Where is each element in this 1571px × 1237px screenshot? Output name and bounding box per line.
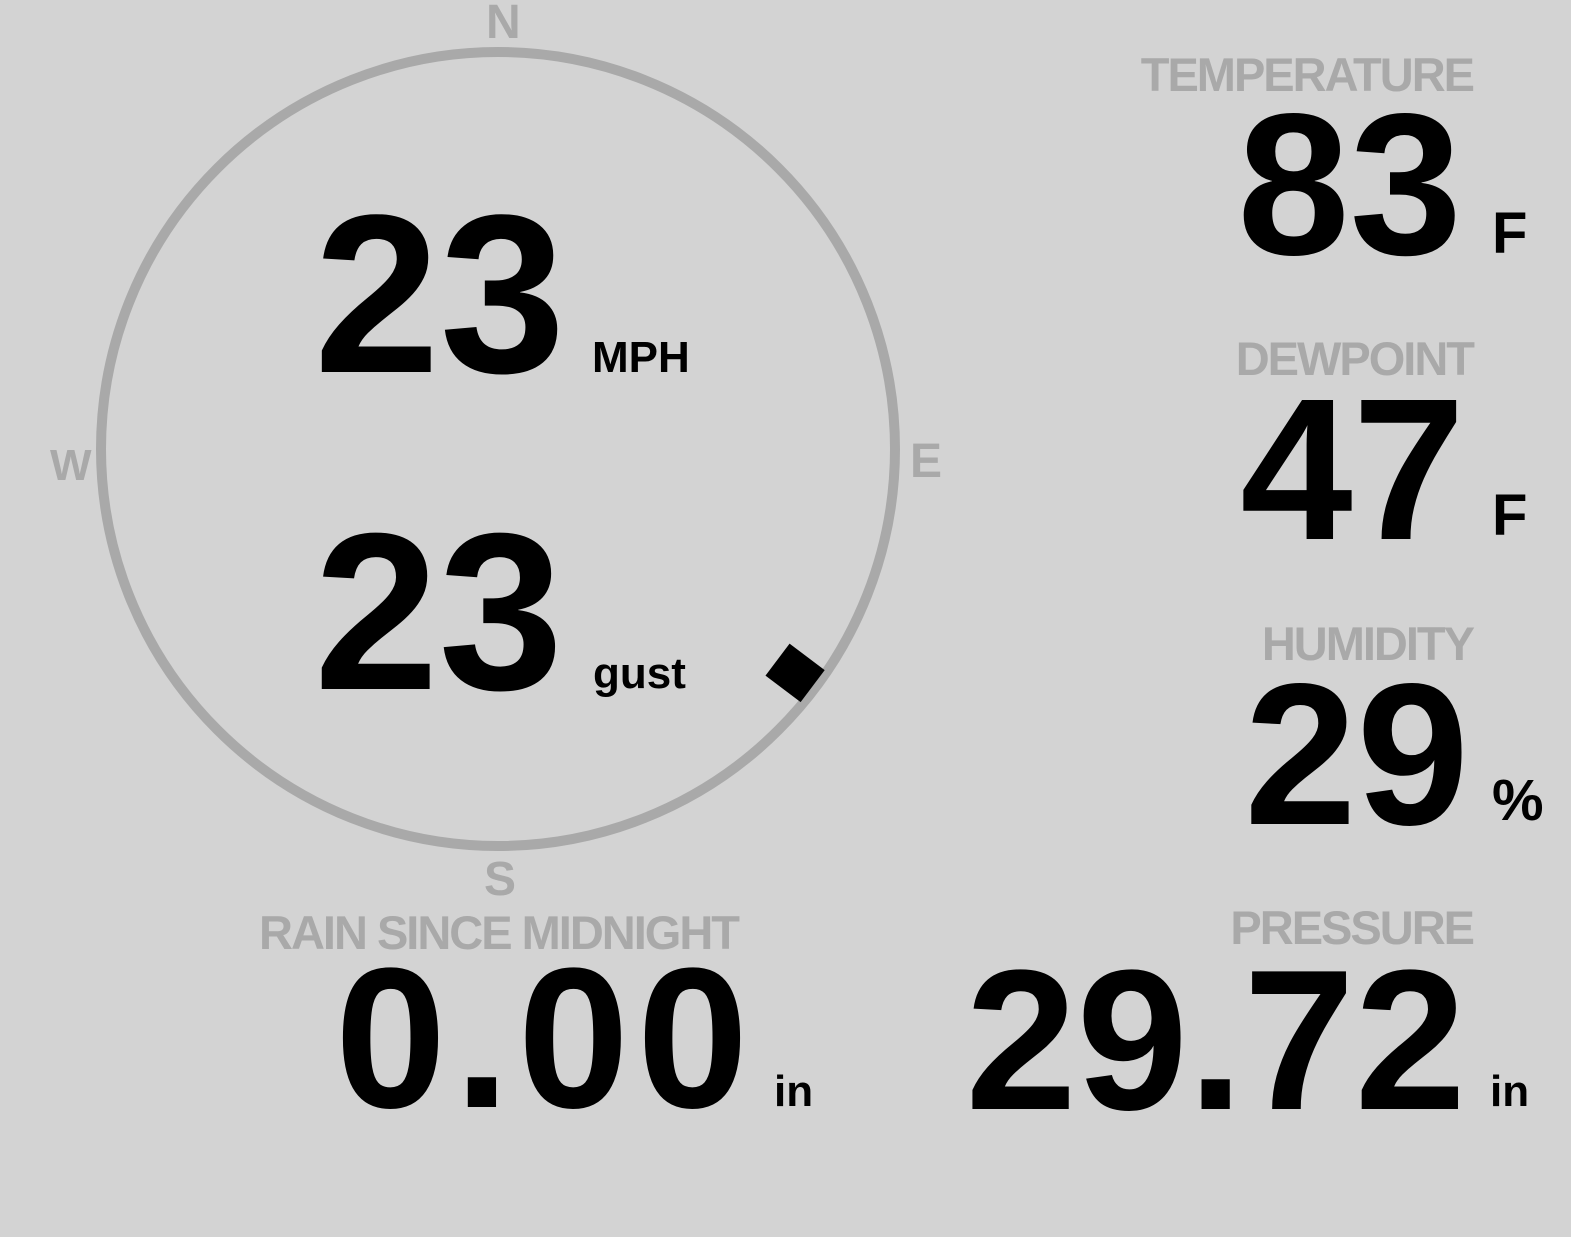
dewpoint-unit: F <box>1492 483 1528 548</box>
pressure-unit: in <box>1490 1067 1530 1116</box>
wind-gust-value: 23 <box>314 487 564 737</box>
wind-gust-unit: gust <box>593 649 686 698</box>
rain-unit: in <box>774 1067 814 1116</box>
compass-west: W <box>50 441 92 490</box>
rain-label: RAIN SINCE MIDNIGHT <box>259 906 740 959</box>
humidity-label: HUMIDITY <box>1261 617 1475 670</box>
wind-speed-unit: MPH <box>592 333 690 382</box>
compass-east: E <box>910 435 943 488</box>
dewpoint-value: 47 <box>1240 356 1465 582</box>
wind-speed-value: 23 <box>314 167 566 420</box>
compass-north: N <box>486 0 521 49</box>
rain-value: 0.00 <box>335 927 757 1150</box>
humidity-value: 29 <box>1244 641 1469 867</box>
dewpoint-label: DEWPOINT <box>1235 332 1475 385</box>
wind-direction-marker <box>765 643 825 703</box>
temperature-unit: F <box>1492 201 1528 266</box>
compass-ring <box>96 47 900 851</box>
pressure-label: PRESSURE <box>1230 901 1475 954</box>
temperature-value: 83 <box>1237 71 1462 297</box>
compass-south: S <box>484 853 517 906</box>
humidity-unit: % <box>1492 768 1544 833</box>
pressure-value: 29.72 <box>965 929 1467 1152</box>
temperature-label: TEMPERATURE <box>1140 48 1475 101</box>
